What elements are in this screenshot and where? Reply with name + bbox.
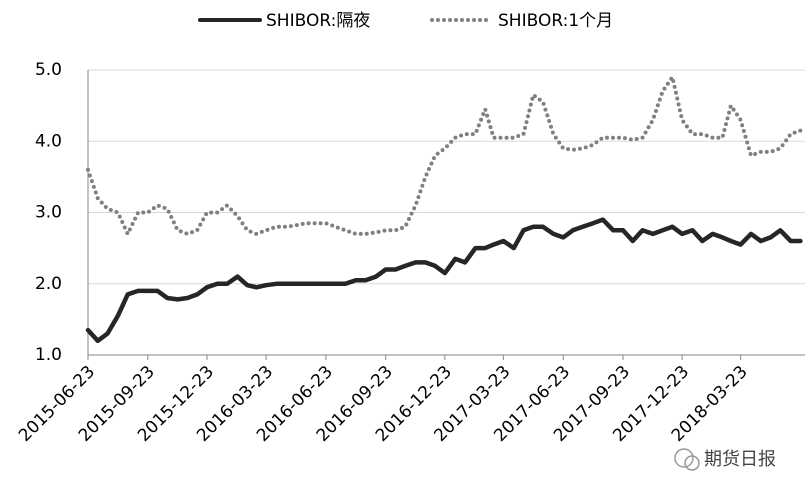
legend-label: SHIBOR:1个月 bbox=[498, 11, 613, 31]
watermark-icon bbox=[684, 455, 700, 471]
legend-label: SHIBOR:隔夜 bbox=[266, 11, 370, 31]
y-tick-label: 3.0 bbox=[35, 203, 62, 223]
y-tick-label: 4.0 bbox=[35, 131, 62, 151]
y-tick-label: 5.0 bbox=[35, 60, 62, 80]
watermark: 期货日报 bbox=[704, 449, 776, 470]
series-line bbox=[86, 75, 803, 236]
series-line bbox=[85, 217, 803, 344]
watermark-icon bbox=[674, 448, 694, 468]
y-tick-label: 1.0 bbox=[35, 345, 62, 365]
y-tick-label: 2.0 bbox=[35, 274, 62, 294]
